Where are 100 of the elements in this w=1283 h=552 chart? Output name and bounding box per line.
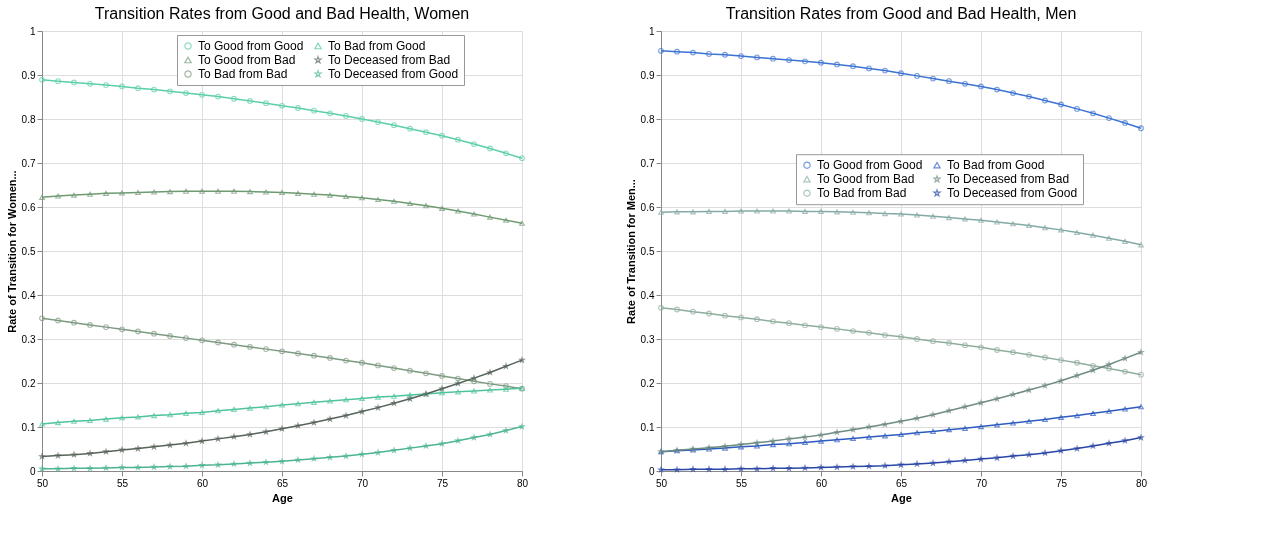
x-tick-label: 75: [436, 477, 449, 489]
point: [231, 406, 237, 412]
legend-label: To Good from Bad: [817, 172, 915, 187]
point: [1042, 225, 1048, 231]
point: [786, 208, 792, 214]
point: [199, 91, 205, 98]
point: [295, 190, 301, 196]
point: [1090, 410, 1096, 416]
point: [343, 453, 349, 459]
point: [1122, 355, 1128, 361]
x-tick-label: 65: [895, 477, 908, 489]
y-tick-label: 0.3: [640, 333, 655, 345]
point: [103, 82, 109, 89]
point: [263, 428, 269, 435]
point: [962, 425, 968, 431]
y-tick-label: 0.7: [21, 157, 36, 169]
x-tick-label: 55: [735, 477, 748, 489]
point: [311, 455, 317, 462]
point: [978, 217, 984, 223]
point: [231, 433, 237, 440]
point: [1058, 227, 1064, 233]
point: [994, 422, 1000, 428]
legend-label: To Bad from Bad: [198, 67, 288, 81]
point: [1138, 434, 1144, 441]
point: [690, 209, 696, 215]
point: [135, 85, 141, 92]
point: [87, 450, 93, 456]
legend-label: To Good from Bad: [198, 53, 296, 67]
point: [295, 457, 301, 463]
point: [1106, 408, 1112, 414]
point: [375, 119, 381, 125]
point: [263, 189, 269, 195]
point: [71, 319, 77, 326]
point: [722, 51, 728, 58]
point: [439, 385, 445, 392]
point: [359, 451, 365, 457]
point: [199, 462, 205, 468]
point: [914, 415, 920, 421]
legend-label: To Deceased from Bad: [328, 53, 451, 67]
point: [818, 59, 824, 66]
chart-title: Transition Rates from Good and Bad Health, Women: [94, 5, 470, 22]
point: [706, 310, 712, 317]
point: [930, 213, 936, 219]
point: [71, 418, 77, 424]
point: [802, 439, 808, 445]
point: [1058, 101, 1064, 108]
point: [455, 136, 461, 143]
y-tick-label: 0.5: [21, 245, 36, 257]
point: [834, 429, 840, 435]
point: [946, 78, 952, 85]
point: [1106, 361, 1112, 367]
point: [407, 392, 413, 398]
point: [183, 440, 189, 446]
point: [738, 53, 744, 59]
point: [1026, 451, 1032, 458]
point: [994, 86, 1000, 93]
point: [1090, 443, 1096, 449]
point: [674, 48, 680, 55]
point: [375, 394, 381, 400]
point: [423, 203, 429, 209]
point: [359, 195, 365, 201]
point: [706, 466, 712, 472]
point: [1106, 440, 1112, 446]
point: [882, 332, 888, 338]
point: [263, 100, 269, 107]
point: [119, 415, 125, 421]
legend-label: To Deceased from Good: [947, 186, 1078, 201]
legend-label: To Bad from Good: [947, 158, 1045, 173]
point: [658, 209, 664, 215]
point: [295, 422, 301, 429]
point: [519, 423, 525, 430]
x-tick-label: 65: [276, 477, 289, 489]
point: [311, 399, 317, 405]
point: [898, 70, 904, 77]
point: [674, 466, 680, 473]
point: [455, 437, 461, 444]
point: [1058, 414, 1064, 420]
point: [850, 426, 856, 433]
point: [423, 370, 429, 377]
point: [818, 208, 824, 214]
point: [866, 210, 872, 216]
point: [199, 188, 205, 194]
point: [487, 387, 493, 393]
point: [151, 330, 157, 337]
point: [770, 55, 776, 62]
point: [215, 188, 221, 194]
point: [39, 194, 45, 200]
x-tick-label: 60: [196, 477, 209, 489]
point: [1010, 391, 1016, 397]
point: [471, 375, 477, 381]
line-series: [39, 385, 525, 427]
point: [295, 105, 301, 111]
point: [295, 401, 301, 407]
point: [183, 463, 189, 469]
point: [850, 328, 856, 334]
point: [722, 312, 728, 319]
point: [471, 211, 477, 217]
point: [850, 63, 856, 70]
point: [834, 437, 840, 443]
point: [754, 465, 760, 472]
